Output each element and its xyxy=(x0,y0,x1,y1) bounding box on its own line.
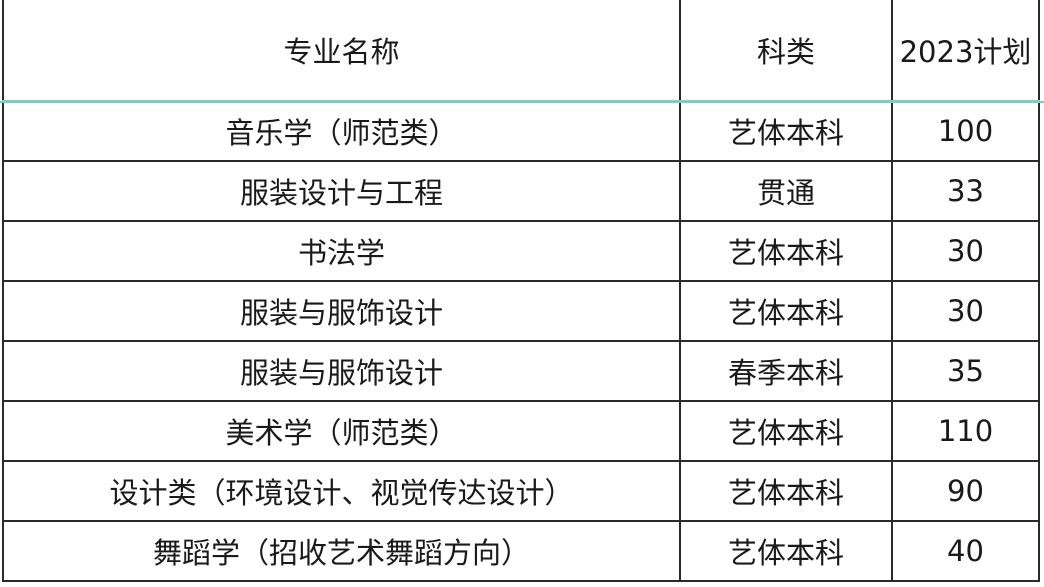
table-row: 书法学 艺体本科 30 xyxy=(2,220,1040,282)
plan-cell: 100 xyxy=(891,100,1040,162)
plan-cell: 110 xyxy=(891,400,1040,462)
plan-cell: 90 xyxy=(891,460,1040,522)
category-cell: 春季本科 xyxy=(679,340,893,402)
table-row: 服装设计与工程 贯通 33 xyxy=(2,160,1040,222)
category-cell: 贯通 xyxy=(679,160,893,222)
plan-cell: 35 xyxy=(891,340,1040,402)
table-row: 舞蹈学（招收艺术舞蹈方向） 艺体本科 40 xyxy=(2,520,1040,582)
major-name-cell: 服装与服饰设计 xyxy=(2,340,681,402)
plan-cell: 40 xyxy=(891,520,1040,582)
category-cell: 艺体本科 xyxy=(679,100,893,162)
major-name-cell: 音乐学（师范类） xyxy=(2,100,681,162)
major-name-cell: 服装与服饰设计 xyxy=(2,280,681,342)
major-name-cell: 服装设计与工程 xyxy=(2,160,681,222)
header-category: 科类 xyxy=(679,0,893,102)
header-plan-2023: 2023计划 xyxy=(891,0,1040,102)
major-name-cell: 书法学 xyxy=(2,220,681,282)
plan-cell: 30 xyxy=(891,280,1040,342)
table-row: 服装与服饰设计 艺体本科 30 xyxy=(2,280,1040,342)
table-header-row: 专业名称 科类 2023计划 xyxy=(2,0,1040,102)
plan-cell: 30 xyxy=(891,220,1040,282)
plan-cell: 33 xyxy=(891,160,1040,222)
category-cell: 艺体本科 xyxy=(679,460,893,522)
header-divider-line xyxy=(0,101,1044,103)
major-name-cell: 设计类（环境设计、视觉传达设计） xyxy=(2,460,681,522)
category-cell: 艺体本科 xyxy=(679,400,893,462)
category-cell: 艺体本科 xyxy=(679,520,893,582)
table-row: 音乐学（师范类） 艺体本科 100 xyxy=(2,100,1040,162)
header-major-name: 专业名称 xyxy=(2,0,681,102)
major-name-cell: 美术学（师范类） xyxy=(2,400,681,462)
table-row: 美术学（师范类） 艺体本科 110 xyxy=(2,400,1040,462)
table-row: 服装与服饰设计 春季本科 35 xyxy=(2,340,1040,402)
category-cell: 艺体本科 xyxy=(679,220,893,282)
table-row: 设计类（环境设计、视觉传达设计） 艺体本科 90 xyxy=(2,460,1040,522)
major-name-cell: 舞蹈学（招收艺术舞蹈方向） xyxy=(2,520,681,582)
category-cell: 艺体本科 xyxy=(679,280,893,342)
